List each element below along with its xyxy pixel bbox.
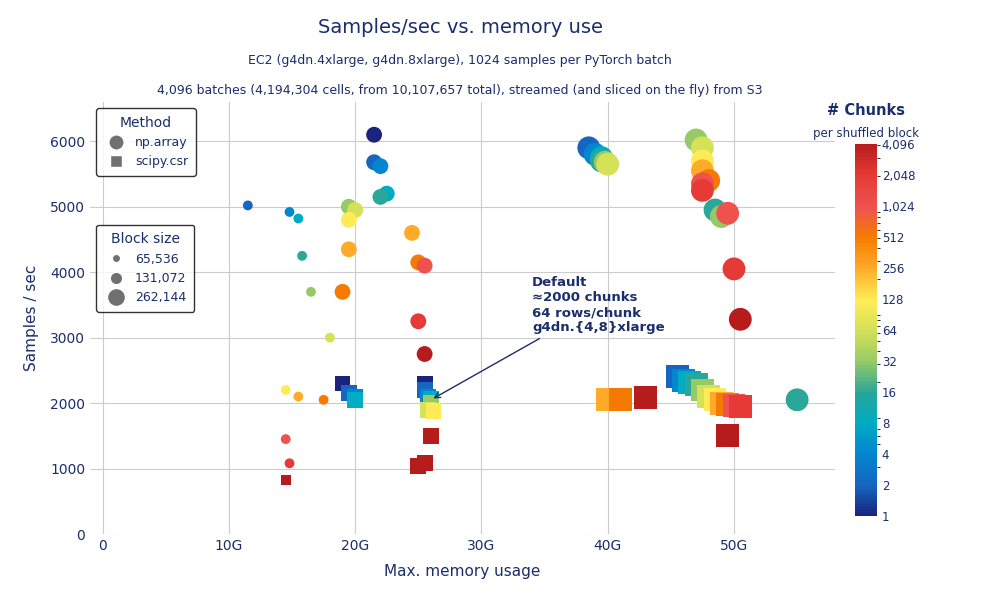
Point bbox=[707, 205, 723, 215]
Point bbox=[379, 189, 395, 199]
Point bbox=[701, 176, 717, 185]
Point bbox=[789, 395, 805, 404]
Point bbox=[410, 316, 426, 326]
Point bbox=[417, 385, 433, 395]
Point bbox=[417, 349, 433, 359]
Point bbox=[423, 431, 439, 440]
Text: Default
≈2000 chunks
64 rows/chunk
g4dn.{4,8}xlarge: Default ≈2000 chunks 64 rows/chunk g4dn.… bbox=[435, 277, 665, 398]
Point bbox=[341, 202, 357, 212]
Point bbox=[347, 392, 363, 401]
Point bbox=[417, 458, 433, 468]
Text: EC2 (g4dn.4xlarge, g4dn.8xlarge), 1024 samples per PyTorch batch: EC2 (g4dn.4xlarge, g4dn.8xlarge), 1024 s… bbox=[248, 54, 672, 67]
Point bbox=[701, 392, 717, 401]
Point bbox=[316, 395, 332, 404]
Text: 4,096 batches (4,194,304 cells, from 10,107,657 total), streamed (and sliced on : 4,096 batches (4,194,304 cells, from 10,… bbox=[157, 84, 763, 97]
Point bbox=[303, 287, 319, 296]
Point bbox=[341, 215, 357, 224]
Point bbox=[720, 431, 736, 440]
Point bbox=[638, 393, 654, 403]
Point bbox=[707, 395, 723, 404]
Point bbox=[425, 406, 441, 416]
Point bbox=[688, 135, 704, 145]
X-axis label: Max. memory usage: Max. memory usage bbox=[384, 564, 541, 579]
Point bbox=[278, 476, 294, 485]
Text: # Chunks: # Chunks bbox=[827, 103, 905, 118]
Point bbox=[290, 214, 306, 223]
Point bbox=[322, 333, 338, 343]
Point bbox=[612, 395, 628, 404]
Point bbox=[404, 228, 420, 238]
Point bbox=[694, 143, 710, 152]
Point bbox=[335, 379, 351, 388]
Point bbox=[726, 401, 742, 410]
Point bbox=[713, 212, 729, 221]
Point bbox=[282, 458, 298, 468]
Point bbox=[341, 388, 357, 398]
Point bbox=[732, 314, 748, 324]
Point bbox=[423, 398, 439, 408]
Point bbox=[366, 157, 382, 167]
Point bbox=[720, 208, 736, 218]
Point bbox=[593, 156, 609, 166]
Point bbox=[713, 398, 729, 408]
Point bbox=[410, 461, 426, 471]
Point bbox=[694, 166, 710, 176]
Point bbox=[600, 395, 616, 404]
Point bbox=[410, 257, 426, 267]
Point bbox=[347, 205, 363, 215]
Point bbox=[347, 395, 363, 404]
Point bbox=[294, 251, 310, 260]
Legend: 65,536, 131,072, 262,144: 65,536, 131,072, 262,144 bbox=[96, 225, 194, 311]
Point bbox=[726, 264, 742, 274]
Point bbox=[372, 192, 388, 202]
Point bbox=[682, 377, 698, 387]
Point bbox=[420, 392, 436, 401]
Point bbox=[694, 185, 710, 195]
Point bbox=[732, 401, 748, 411]
Point bbox=[282, 207, 298, 217]
Point bbox=[597, 157, 613, 167]
Text: Samples/sec vs. memory use: Samples/sec vs. memory use bbox=[318, 18, 602, 37]
Point bbox=[669, 372, 685, 382]
Point bbox=[423, 394, 439, 404]
Point bbox=[372, 161, 388, 171]
Point bbox=[420, 405, 436, 415]
Point bbox=[278, 434, 294, 444]
Point bbox=[694, 179, 710, 188]
Point bbox=[423, 398, 439, 408]
Point bbox=[290, 392, 306, 401]
Point bbox=[694, 385, 710, 395]
Point bbox=[688, 380, 704, 389]
Point bbox=[675, 376, 691, 385]
Point bbox=[366, 130, 382, 140]
Point bbox=[593, 153, 609, 163]
Point bbox=[278, 385, 294, 395]
Text: per shuffled block: per shuffled block bbox=[813, 127, 919, 140]
Point bbox=[600, 160, 616, 169]
Point bbox=[335, 287, 351, 296]
Y-axis label: Samples / sec: Samples / sec bbox=[24, 265, 39, 371]
Point bbox=[341, 244, 357, 254]
Point bbox=[720, 400, 736, 409]
Point bbox=[581, 143, 597, 152]
Point bbox=[587, 149, 603, 159]
Point bbox=[417, 379, 433, 388]
Point bbox=[240, 200, 256, 210]
Point bbox=[694, 156, 710, 166]
Point bbox=[417, 261, 433, 271]
